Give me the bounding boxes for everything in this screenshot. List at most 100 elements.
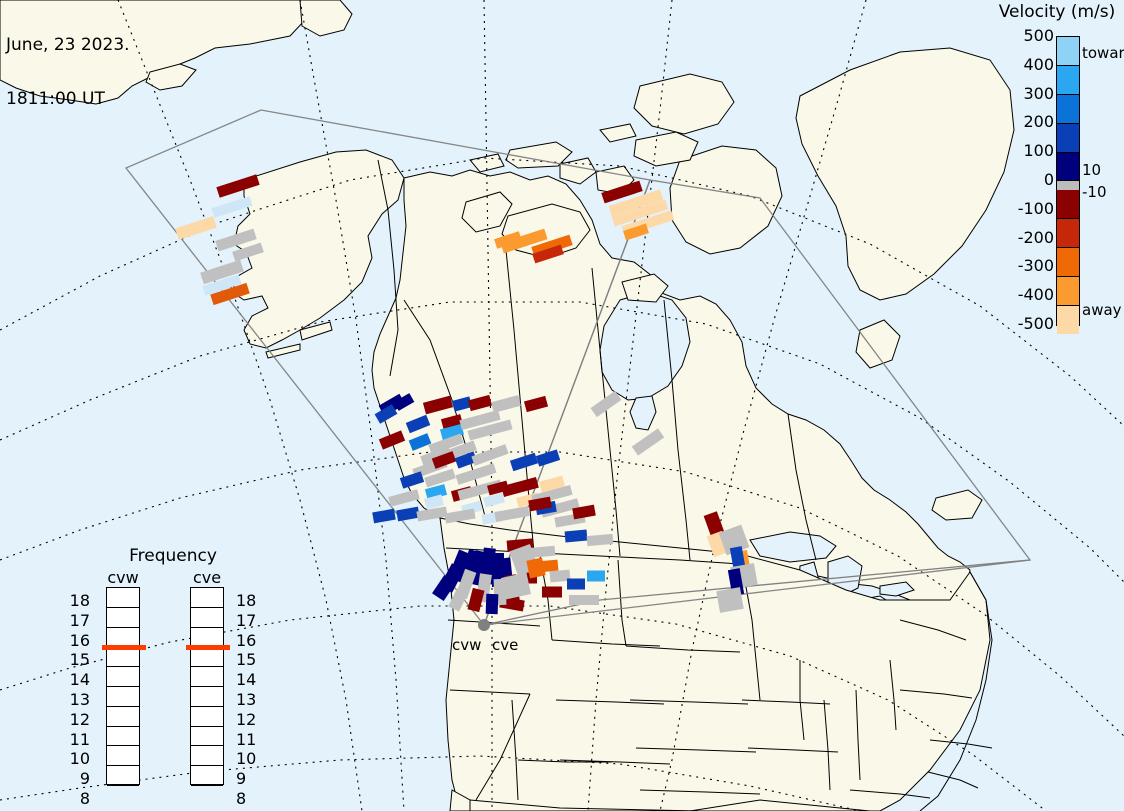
frequency-tick-label: 18 [69, 590, 90, 610]
land-mexico [469, 799, 701, 811]
title-date: June, 23 2023. [6, 35, 130, 55]
colorbar-label-toward: toward [1082, 44, 1124, 62]
velocity-cell [471, 444, 509, 466]
colorbar-label-minus-ten: -10 [1082, 183, 1107, 201]
border-mn-wi [743, 575, 761, 701]
border-nv-ut [511, 699, 519, 801]
velocity-cell [491, 395, 521, 413]
land-kamchatka [145, 63, 197, 91]
velocity-cell [564, 529, 588, 543]
velocity-cell [611, 199, 669, 227]
colorbar-side-labels: toward 10 -10 away [1082, 0, 1124, 340]
border-alaska-canada [377, 159, 399, 377]
fov-cve-outline [483, 179, 1032, 626]
frequency-scale-cell [191, 746, 223, 767]
frequency-column-label-cve: cve [192, 568, 222, 587]
colorbar-segment [1057, 123, 1079, 153]
velocity-cell [526, 557, 546, 579]
border-mb-on [663, 299, 691, 561]
velocity-cell [716, 587, 744, 613]
velocity-cell [408, 433, 432, 451]
velocity-cell [601, 180, 643, 204]
velocity-cell [374, 404, 398, 424]
radar-site-marker [478, 619, 490, 631]
border-oh-pa [889, 659, 897, 731]
border-ab-sk [505, 249, 535, 553]
colorbar-tick: -100 [1017, 198, 1054, 218]
velocity-cell [494, 231, 522, 249]
border-nd-sd [625, 645, 741, 653]
velocity-cell [532, 244, 564, 264]
border-wi-il [799, 660, 805, 741]
velocity-cell [538, 475, 566, 493]
velocity-cell [451, 396, 473, 412]
frequency-tick-label: 10 [69, 749, 90, 769]
colorbar-tick-labels: 500 400 300 200 100 0 -100 -200 -300 -400 -500 [990, 0, 1054, 340]
frequency-scale-cell [107, 766, 139, 786]
colorbar-tick: 300 [1023, 83, 1054, 103]
velocity-cell [519, 572, 537, 584]
velocity-cell [448, 588, 468, 612]
colorbar-segment [1057, 306, 1079, 334]
velocity-cell [586, 533, 614, 547]
colorbar-segment [1057, 94, 1079, 124]
frequency-column-cvw: cvw 18 17 16 15 14 13 12 11 10 9 8 [70, 568, 154, 806]
meridian-3 [483, 0, 493, 811]
colorbar-tick: 0 [1043, 170, 1054, 189]
parallel-4 [0, 605, 1047, 811]
velocity-cell [500, 228, 548, 254]
parallel-3 [0, 451, 1124, 737]
velocity-cell [608, 189, 664, 217]
velocity-cell [200, 259, 244, 285]
land-greenland-west [795, 47, 1015, 301]
border-ks-ok [639, 789, 761, 795]
velocity-cell [509, 452, 539, 472]
frequency-tick-label: 17 [69, 610, 90, 630]
border-on-qc [787, 413, 817, 561]
frequency-tick-label: 11 [236, 729, 257, 749]
border-wy-s [555, 699, 665, 705]
border-co-nm [559, 759, 671, 765]
border-mt-nd [617, 559, 627, 647]
border-east-coast [919, 571, 993, 811]
velocity-colorbar: Velocity (m/s) 500 400 300 200 100 0 -100 -200 -… [990, 0, 1124, 340]
land-newfoundland [931, 489, 983, 521]
colorbar-tick: 400 [1023, 54, 1054, 74]
velocity-cell [528, 496, 552, 512]
velocity-cell [703, 511, 725, 537]
velocity-cell [444, 508, 476, 524]
velocity-cell [535, 449, 561, 467]
frequency-scale-cell [107, 608, 139, 628]
water-lake-ontario [879, 581, 915, 597]
frequency-scale-cell [107, 746, 139, 767]
frequency-tick-label: 17 [236, 610, 257, 630]
border-ny-pa [899, 619, 967, 641]
frequency-scale-cell [191, 647, 223, 668]
land-siberia [0, 0, 306, 105]
frequency-tick-label: 9 [79, 769, 90, 789]
colorbar-tick: -300 [1017, 256, 1054, 276]
velocity-cell [431, 451, 457, 469]
border-va-nc [929, 739, 993, 749]
velocity-cell [494, 506, 530, 522]
frequency-scale-cell [191, 727, 223, 747]
frequency-tick-label: 12 [236, 709, 257, 729]
velocity-cell [428, 433, 464, 455]
velocity-cell [210, 282, 250, 306]
fov-bottom-edge [483, 559, 1031, 626]
frequency-scale-cell [107, 707, 139, 727]
velocity-cell [372, 508, 396, 524]
parallel-2 [0, 301, 1124, 583]
frequency-scale-cell [191, 766, 223, 786]
station-label-cvw: cvw [452, 636, 482, 654]
colorbar-segment [1057, 219, 1079, 249]
political-borders [377, 159, 993, 811]
frequency-scale-cell [107, 727, 139, 747]
coast-gulf [689, 799, 871, 811]
velocity-cell [388, 489, 420, 507]
velocity-cell [423, 494, 445, 510]
colorbar-segment [1057, 65, 1079, 95]
velocity-cell [549, 569, 571, 583]
frequency-legend: Frequency cvw 18 17 16 15 14 13 12 11 10 9 8 cve 1… [70, 546, 257, 806]
